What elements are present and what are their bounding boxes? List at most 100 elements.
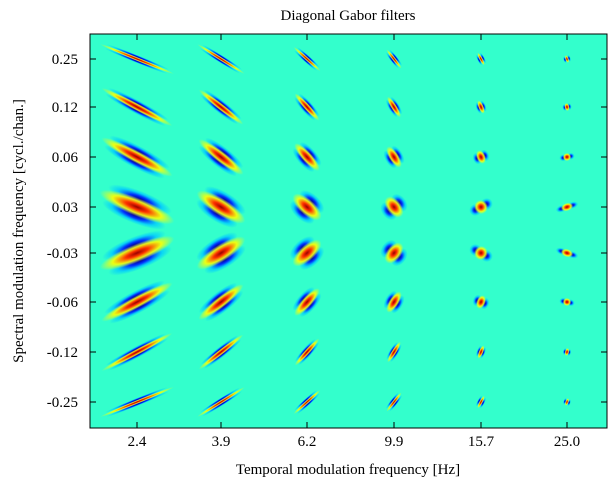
gabor-filter [385, 96, 403, 118]
gabor-filter [555, 201, 579, 213]
gabor-filter [469, 244, 493, 262]
gabor-lobe-positive [387, 96, 401, 118]
y-tick-labels: 0.25 0.12 0.06 0.03 -0.03 -0.06 -0.12 -0.25 [47, 52, 79, 411]
chart-title: Diagonal Gabor filters [281, 8, 416, 24]
gabor-filter [99, 43, 175, 75]
gabor-lobe-positive [292, 193, 322, 221]
x-tick-label: 15.7 [468, 434, 495, 450]
gabor-lobe-negative [199, 48, 241, 74]
gabor-filter [385, 392, 403, 412]
gabor-lobe-negative [201, 391, 243, 417]
gabor-lobe-positive [564, 348, 570, 356]
gabor-lobe-positive [294, 338, 320, 366]
gabor-lobe-positive [477, 395, 485, 409]
gabor-lobe-negative [297, 393, 320, 414]
gabor-lobe-positive [476, 150, 486, 164]
gabor-lobe-negative [475, 395, 483, 407]
y-tick-label: -0.12 [47, 345, 78, 361]
gabor-lobe-positive [99, 43, 175, 75]
gabor-filter [380, 193, 408, 221]
gabor-filter [469, 198, 493, 216]
gabor-lobe-positive [560, 248, 574, 258]
gabor-filter [383, 290, 405, 314]
gabor-lobe-positive [294, 288, 320, 316]
gabor-lobe-positive [197, 44, 245, 74]
y-tick-label: -0.25 [47, 395, 78, 411]
gabor-lobe-negative [294, 390, 317, 411]
gabor-lobe-positive [386, 392, 402, 412]
gabor-lobe-positive [198, 334, 244, 370]
gabor-lobe-positive [386, 49, 402, 69]
y-tick-label: 0.03 [52, 200, 78, 216]
gabor-filter [99, 230, 175, 276]
gabor-lobe-negative [389, 49, 403, 66]
gabor-lobe-negative [385, 52, 399, 69]
gabor-lobe-negative [201, 44, 243, 70]
gabor-lobe-negative [479, 52, 487, 64]
gabor-filter [289, 236, 325, 270]
gabor-lobe-positive [565, 55, 569, 63]
gabor-lobe-negative [106, 44, 170, 70]
x-tick-label: 2.4 [128, 434, 147, 450]
gabor-lobe-negative [104, 48, 168, 74]
gabor-filter [198, 334, 244, 370]
gabor-filter [198, 89, 244, 125]
gabor-filter [294, 338, 320, 366]
gabor-lobe-positive [101, 87, 173, 127]
gabor-lobe-positive [101, 282, 173, 322]
gabor-filter [293, 389, 321, 415]
x-tick-label: 9.9 [385, 434, 404, 450]
gabor-lobe-positive [198, 139, 244, 175]
gabor-filter [292, 141, 322, 173]
ticks-layer [90, 34, 607, 428]
gabor-lobe-negative [297, 47, 320, 68]
gabor-lobe-positive [293, 389, 321, 415]
gabor-lobe-positive [560, 202, 574, 212]
gabor-filter [383, 145, 405, 169]
gabor-lobe-positive [474, 200, 488, 214]
gabor-filter [101, 135, 173, 179]
plot-area [90, 34, 607, 428]
gabor-lobe-negative [199, 387, 241, 413]
gabor-lobe-positive [477, 100, 485, 114]
gabor-lobe-positive [196, 236, 246, 270]
gabor-filter [562, 103, 572, 111]
gabor-filter [475, 395, 487, 409]
gabor-lobe-positive [196, 190, 246, 224]
x-axis-label: Temporal modulation frequency [Hz] [236, 462, 460, 478]
gabor-lobe-positive [198, 284, 244, 320]
gabor-lobe-negative [479, 397, 487, 409]
gabor-lobe-negative [104, 387, 168, 413]
gabor-lobe-positive [99, 189, 175, 225]
gabor-filter [472, 294, 490, 310]
gabor-filter [476, 345, 486, 359]
gabor-lobe-positive [562, 152, 572, 162]
gabor-filter [197, 387, 245, 417]
gabor-filter [472, 149, 490, 165]
gabor-lobe-positive [386, 146, 402, 168]
gabor-lobe-positive [101, 333, 173, 371]
gabor-lobe-positive [386, 291, 402, 313]
gabor-lobe-positive [99, 386, 175, 418]
y-tick-label: 0.06 [52, 150, 79, 166]
gabor-lobe-negative [294, 50, 317, 71]
gabor-lobe-positive [293, 46, 321, 72]
gabor-filter [563, 55, 571, 63]
gabor-filter [101, 280, 173, 324]
gabor-lobe-positive [294, 143, 320, 171]
gabor-filter [294, 93, 320, 121]
gabor-filter [198, 137, 244, 177]
x-tick-label: 3.9 [212, 434, 231, 450]
gabor-filter [475, 100, 487, 114]
gabor-filter [292, 286, 322, 318]
gabor-lobe-positive [294, 93, 320, 121]
gabor-filter [99, 386, 175, 418]
gabor-filter [198, 282, 244, 322]
gabor-filter [563, 398, 571, 406]
gabor-filter [559, 152, 575, 162]
gabor-lobe-positive [198, 89, 244, 125]
gabor-filter [293, 46, 321, 72]
gabor-lobe-positive [562, 297, 572, 307]
gabor-lobe-positive [197, 387, 245, 417]
